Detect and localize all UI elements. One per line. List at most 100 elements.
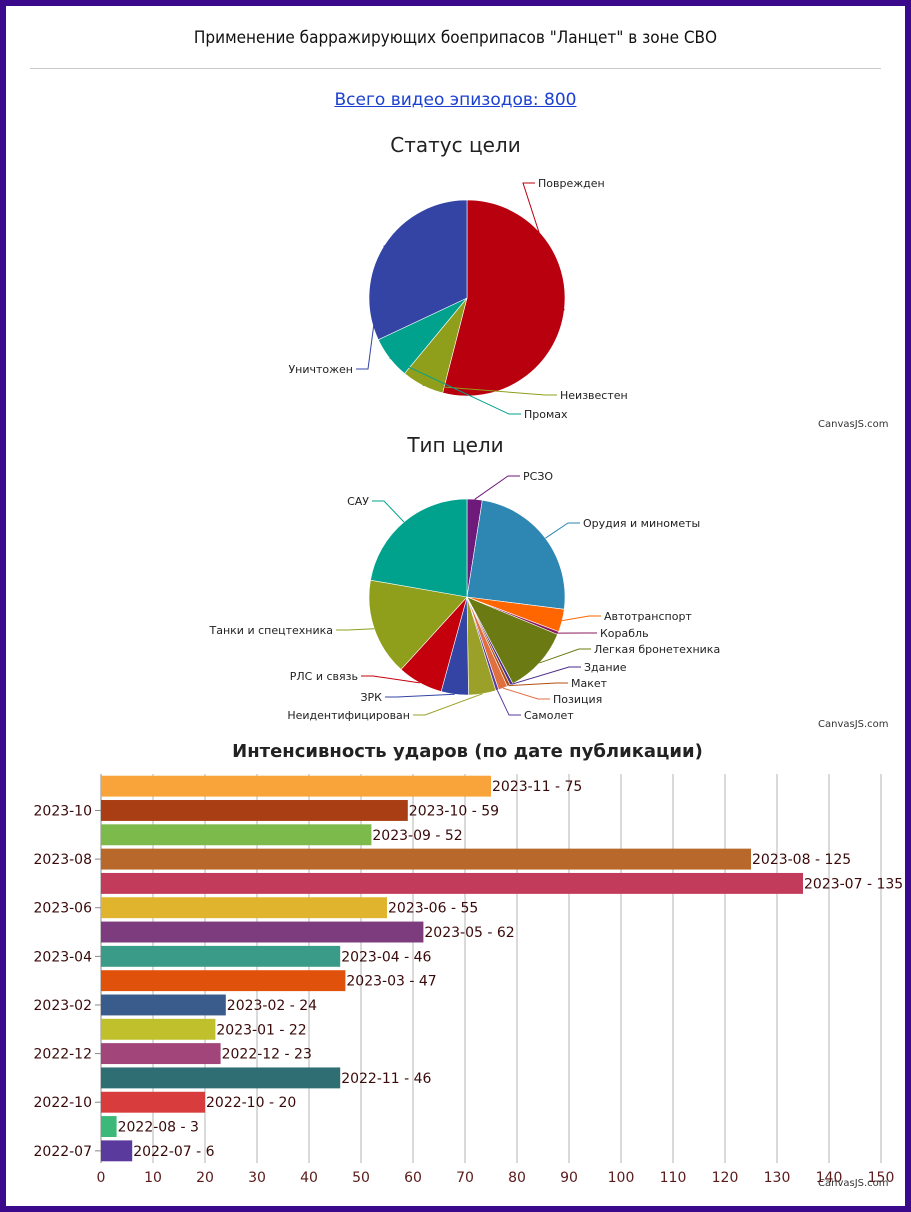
pie-label-line xyxy=(474,475,520,500)
pie-label-line xyxy=(372,500,405,523)
bar-data-label: 2023-06 - 55 xyxy=(388,901,478,917)
bar[interactable] xyxy=(101,1091,205,1113)
y-tick-label: 2022-12 xyxy=(34,1047,93,1063)
bar-data-label: 2022-07 - 6 xyxy=(133,1144,214,1160)
bar-data-label: 2023-05 - 62 xyxy=(424,925,514,941)
intensity-chart-title: Интенсивность ударов (по дате публикации… xyxy=(232,741,703,762)
bar[interactable] xyxy=(101,824,372,846)
x-tick-label: 150 xyxy=(868,1170,895,1186)
pie-slice[interactable] xyxy=(466,596,558,685)
bar-data-label: 2022-08 - 3 xyxy=(118,1120,199,1136)
x-tick-label: 120 xyxy=(712,1170,739,1186)
pie-slice-label: Макет xyxy=(571,677,608,690)
pie-slice-label: Уничтожен xyxy=(288,363,353,376)
intensity-bar-chart: 0 10 20 30 40 50 60 70 80 90 100 110 120 130 140 150 202… xyxy=(34,774,903,1186)
y-tick-label: 2023-06 xyxy=(34,901,93,917)
page-title: Применение барражирующих боеприпасов "Ла… xyxy=(193,28,718,48)
pie-slice[interactable] xyxy=(368,199,468,341)
pie-label-line xyxy=(545,522,580,539)
bar[interactable] xyxy=(101,1018,216,1040)
pie-slice-label: Здание xyxy=(584,661,627,674)
bar[interactable] xyxy=(101,1140,133,1162)
pie-slice-label: Поврежден xyxy=(538,177,605,190)
bar[interactable] xyxy=(101,848,751,870)
title-divider xyxy=(30,68,881,69)
pie-label-line xyxy=(508,682,568,687)
bar[interactable] xyxy=(101,970,346,992)
x-tick-label: 90 xyxy=(560,1170,578,1186)
pie-label-line xyxy=(502,687,550,700)
pie-label-line xyxy=(361,675,420,684)
bar-data-label: 2022-10 - 20 xyxy=(206,1095,296,1111)
pie-label-line xyxy=(389,357,521,415)
x-tick-label: 100 xyxy=(608,1170,635,1186)
bar[interactable] xyxy=(101,921,424,943)
chart-credit[interactable]: CanvasJS.com xyxy=(818,719,889,730)
type-chart-title: Тип цели xyxy=(407,433,504,457)
x-tick-label: 70 xyxy=(456,1170,474,1186)
chart-credit[interactable]: CanvasJS.com xyxy=(818,1178,889,1189)
pie-slice-label: Позиция xyxy=(553,693,602,706)
bar-data-label: 2023-02 - 24 xyxy=(227,998,317,1014)
total-episodes-link[interactable]: Всего видео эпизодов: 800 xyxy=(334,90,577,110)
y-tick-label: 2023-10 xyxy=(34,803,93,819)
pie-slice-label: Орудия и минометы xyxy=(583,517,700,530)
y-tick-label: 2022-07 xyxy=(34,1144,93,1160)
pie-slice-label: Автотранспорт xyxy=(604,610,692,623)
bar[interactable] xyxy=(101,872,803,894)
bar[interactable] xyxy=(101,1067,341,1089)
pie-slice-label: Самолет xyxy=(524,709,574,722)
pie-slice-label: РСЗО xyxy=(523,470,553,483)
bar[interactable] xyxy=(101,775,491,797)
pie-slice-label: Корабль xyxy=(600,627,649,640)
bar[interactable] xyxy=(101,800,408,821)
x-tick-label: 110 xyxy=(660,1170,687,1186)
bar-data-label: 2023-10 - 59 xyxy=(409,803,499,819)
y-tick-label: 2023-08 xyxy=(34,852,93,868)
bar-data-label: 2023-04 - 46 xyxy=(341,949,431,965)
pie-label-line xyxy=(522,182,565,311)
bar[interactable] xyxy=(101,994,226,1016)
bar-data-label: 2023-01 - 22 xyxy=(216,1022,306,1038)
type-pie-chart: РСЗО Орудия и минометы Автотранспорт Корабл… xyxy=(209,470,721,722)
bar[interactable] xyxy=(101,1043,221,1065)
bar[interactable] xyxy=(101,945,341,967)
x-tick-label: 10 xyxy=(144,1170,162,1186)
pie-slice[interactable] xyxy=(466,499,566,610)
pie-slice[interactable] xyxy=(370,498,468,598)
y-tick-label: 2023-02 xyxy=(34,998,93,1014)
bar-data-label: 2022-11 - 46 xyxy=(341,1071,431,1087)
pie-slice-label: ЗРК xyxy=(361,691,383,704)
x-tick-label: 20 xyxy=(196,1170,214,1186)
pie-label-line xyxy=(413,693,483,716)
x-tick-label: 130 xyxy=(764,1170,791,1186)
x-tick-label: 40 xyxy=(300,1170,318,1186)
pie-slice-label: Промах xyxy=(524,408,568,421)
pie-slice-label: Неизвестен xyxy=(560,389,628,402)
pie-label-line xyxy=(385,693,455,698)
bar-data-label: 2023-03 - 47 xyxy=(346,974,436,990)
bar-data-label: 2023-07 - 135 xyxy=(804,876,903,892)
y-tick-label: 2023-04 xyxy=(34,949,93,965)
bar-data-label: 2023-08 - 125 xyxy=(752,852,851,868)
bar[interactable] xyxy=(101,897,387,919)
status-chart-title: Статус цели xyxy=(390,133,521,157)
pie-label-line xyxy=(422,384,557,396)
pie-slice-label: Неидентифицирован xyxy=(287,709,410,722)
pie-slice-label: Легкая бронетехника xyxy=(594,643,720,656)
bar-data-label: 2022-12 - 23 xyxy=(222,1047,312,1063)
x-tick-label: 80 xyxy=(508,1170,526,1186)
x-tick-label: 60 xyxy=(404,1170,422,1186)
y-tick-label: 2022-10 xyxy=(34,1095,93,1111)
pie-label-line xyxy=(356,245,385,370)
bar-data-label: 2023-11 - 75 xyxy=(492,779,582,795)
pie-slice-label: РЛС и связь xyxy=(290,670,358,683)
x-tick-label: 50 xyxy=(352,1170,370,1186)
chart-credit[interactable]: CanvasJS.com xyxy=(818,419,889,430)
pie-label-line xyxy=(496,689,521,716)
status-pie-chart: Поврежден Неизвестен Промах Уничтожен xyxy=(288,177,628,421)
pie-label-line xyxy=(511,666,581,685)
bar[interactable] xyxy=(101,1116,117,1137)
pie-slice-label: САУ xyxy=(347,495,369,508)
